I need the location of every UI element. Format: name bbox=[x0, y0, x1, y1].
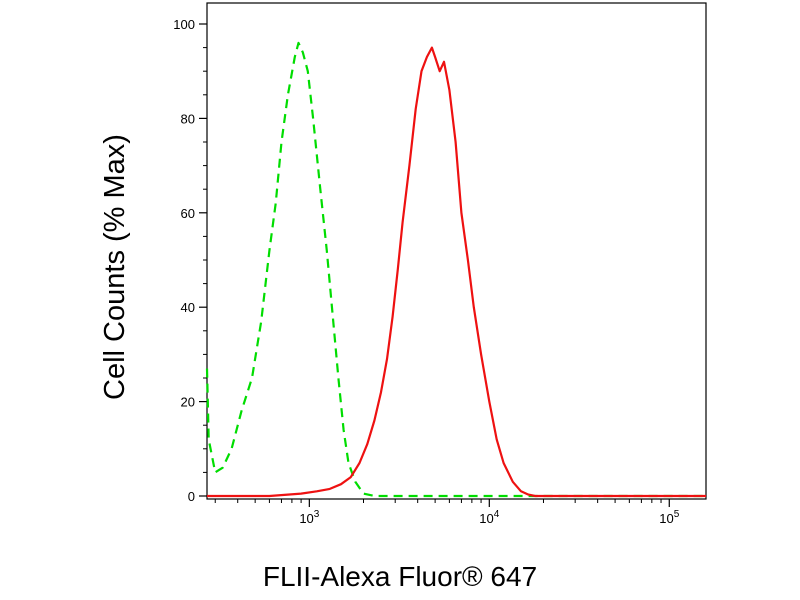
y-tick-label: 40 bbox=[181, 300, 195, 315]
y-tick-label: 60 bbox=[181, 206, 195, 221]
y-tick-label: 100 bbox=[173, 17, 195, 32]
x-tick-label: 104 bbox=[479, 509, 499, 526]
control-histogram-line bbox=[205, 41, 706, 498]
x-axis-ticks: 103 104 105 bbox=[214, 499, 680, 526]
series-layer bbox=[205, 41, 706, 498]
y-tick-label: 80 bbox=[181, 111, 195, 126]
plot-border bbox=[206, 2, 707, 500]
x-tick-label: 103 bbox=[299, 509, 319, 526]
y-axis-ticks: 0 20 40 60 80 100 bbox=[173, 17, 207, 504]
y-axis-title: Cell Counts (% Max) bbox=[99, 134, 131, 400]
x-tick-label: 105 bbox=[659, 509, 679, 526]
y-tick-label: 0 bbox=[188, 489, 195, 504]
plot-frame bbox=[206, 2, 707, 500]
x-axis-title: FLII-Alexa Fluor® 647 bbox=[263, 561, 537, 592]
y-tick-label: 20 bbox=[181, 395, 195, 410]
sample-histogram-line bbox=[207, 46, 706, 498]
